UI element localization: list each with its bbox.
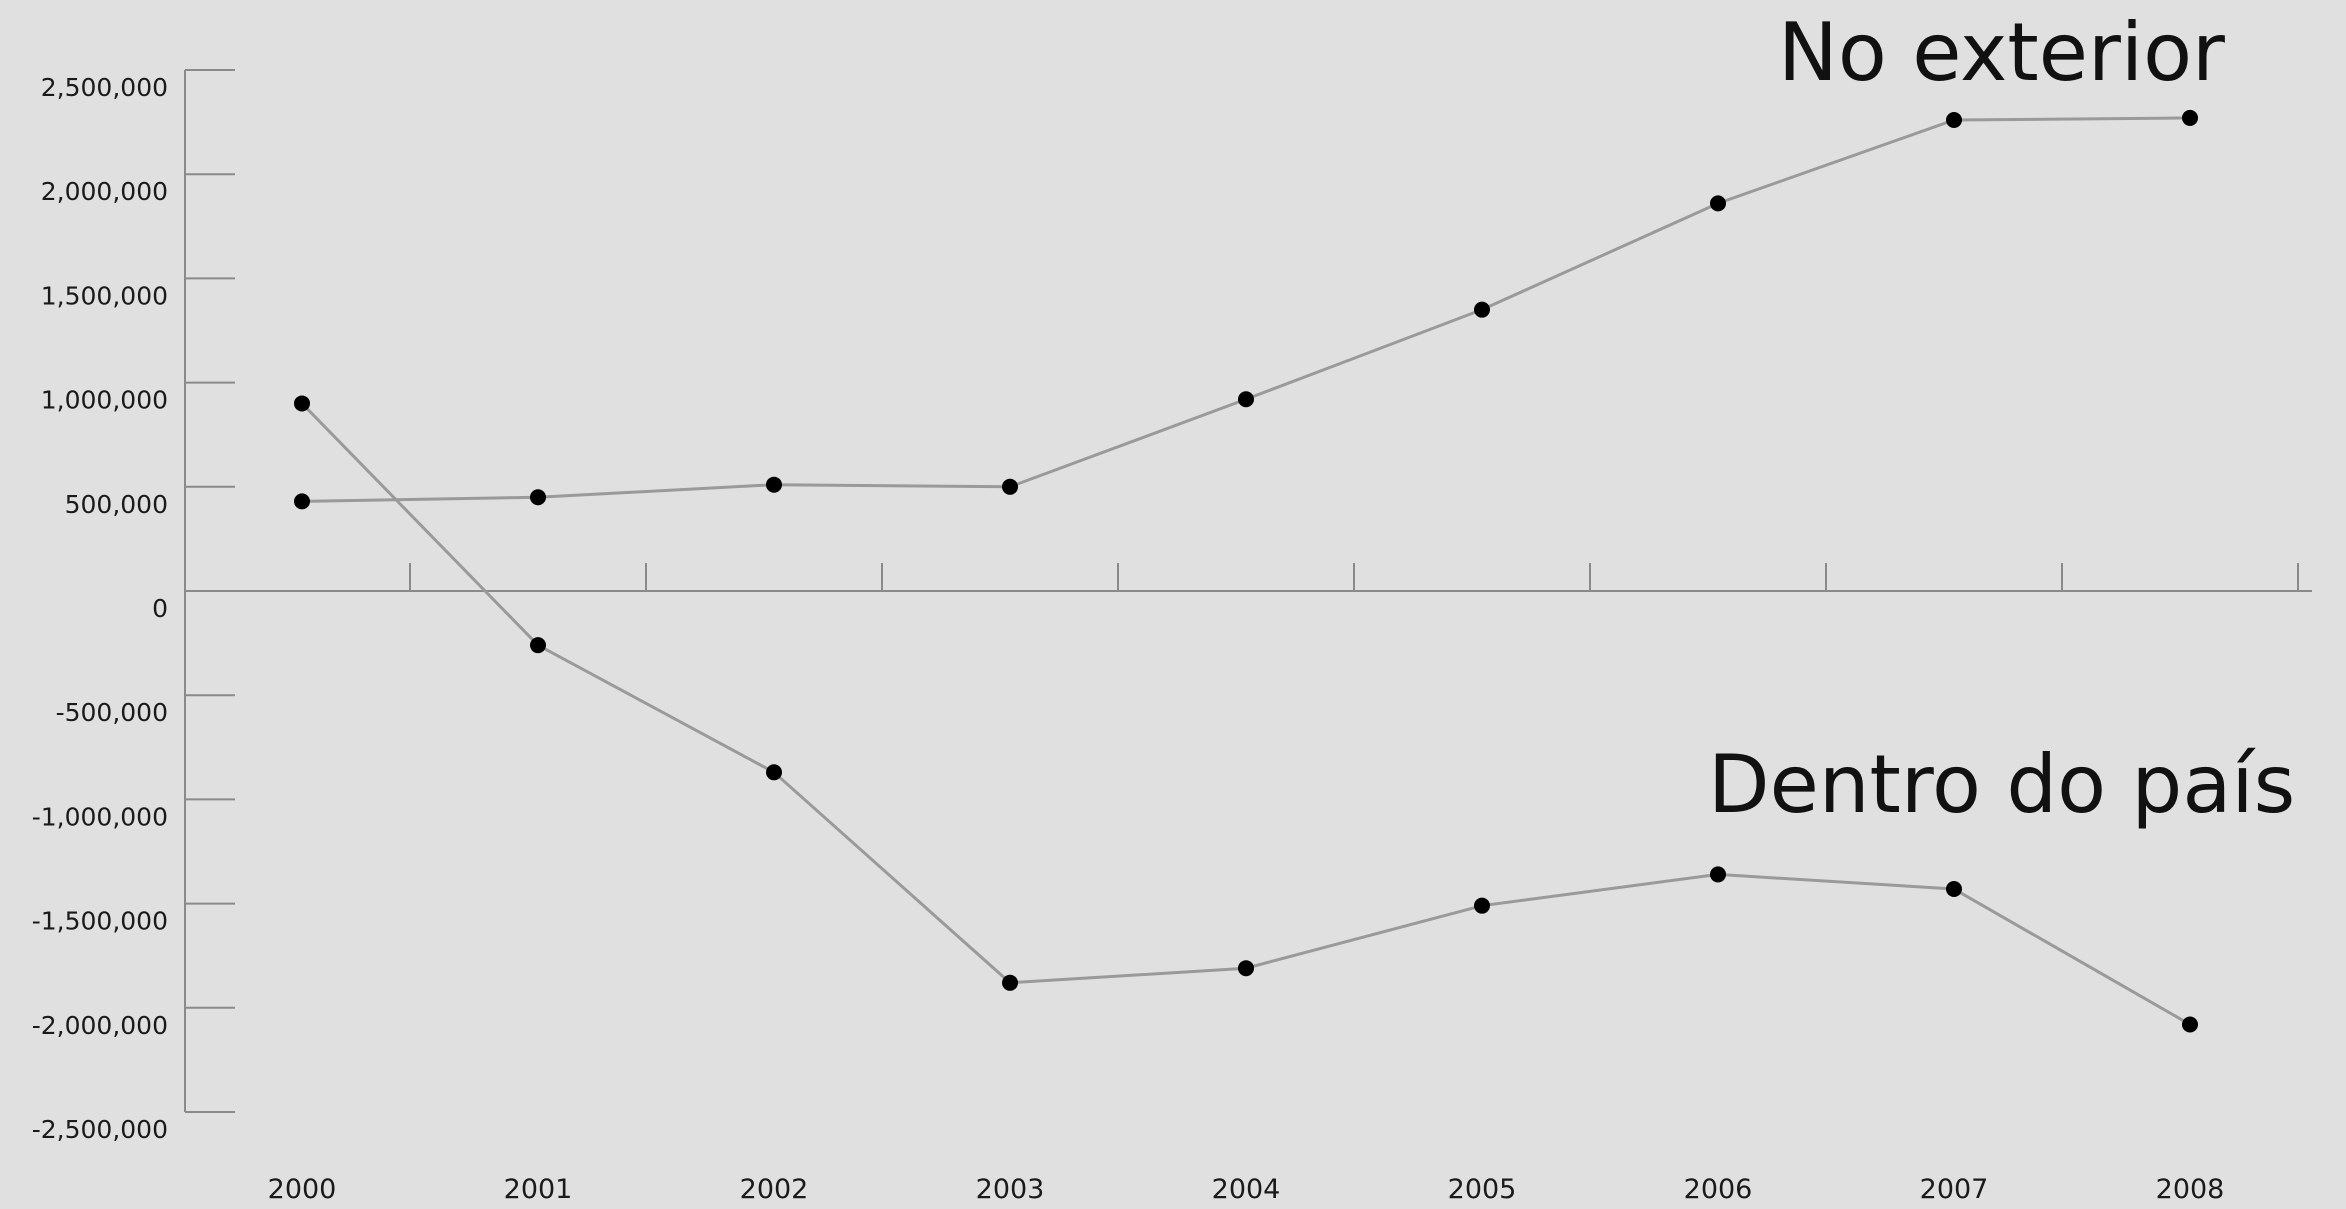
x-tick-label: 2001 (504, 1174, 573, 1205)
x-tick-label: 2003 (976, 1174, 1045, 1205)
y-tick-label: 0 (152, 594, 168, 623)
series-label-dentro-do-pais: Dentro do país (1708, 738, 2295, 831)
data-point-no-exterior (1002, 478, 1018, 495)
data-point-no-exterior (1474, 301, 1490, 318)
data-point-no-exterior (2182, 109, 2198, 126)
y-tick-label: -2,500,000 (32, 1115, 168, 1144)
y-tick-label: -2,000,000 (32, 1011, 168, 1040)
y-tick-label: 2,500,000 (41, 73, 168, 102)
data-point-no-exterior (766, 476, 782, 493)
y-tick-label: -500,000 (56, 698, 168, 727)
series-label-no-exterior: No exterior (1778, 6, 2225, 99)
series-line-dentro-do-pais (300, 402, 2191, 1026)
x-axis-ticks: 2000 2001 2002 2003 2004 2005 2006 2007 2008 (268, 563, 2299, 1205)
data-point-no-exterior (530, 489, 546, 506)
x-tick-label: 2007 (1920, 1174, 1989, 1205)
data-point-dentro-do-pais (530, 637, 546, 654)
data-point-dentro-do-pais (1710, 866, 1726, 883)
series-line-no-exterior (301, 116, 2191, 503)
axes (184, 70, 2312, 1112)
data-point-dentro-do-pais (1002, 974, 1018, 991)
y-tick-label: -1,500,000 (32, 907, 168, 936)
data-point-no-exterior (1238, 391, 1254, 408)
y-tick-label: -1,000,000 (32, 802, 168, 831)
x-tick-label: 2005 (1448, 1174, 1517, 1205)
y-axis-ticks: 2,500,000 2,000,000 1,500,000 1,000,000 500,… (32, 69, 235, 1144)
x-tick-label: 2000 (268, 1174, 337, 1205)
y-tick-label: 1,500,000 (41, 281, 168, 310)
data-point-no-exterior (1946, 112, 1962, 129)
y-tick-label: 1,000,000 (41, 386, 168, 415)
data-point-dentro-do-pais (294, 395, 310, 412)
data-point-dentro-do-pais (766, 764, 782, 781)
x-tick-label: 2006 (1684, 1174, 1753, 1205)
y-tick-label: 500,000 (65, 490, 168, 519)
x-tick-label: 2008 (2156, 1174, 2225, 1205)
series-points (294, 109, 2198, 1033)
data-point-no-exterior (1710, 195, 1726, 212)
data-point-dentro-do-pais (1238, 960, 1254, 977)
data-point-no-exterior (294, 493, 310, 510)
x-tick-label: 2004 (1212, 1174, 1281, 1205)
y-tick-label: 2,000,000 (41, 177, 168, 206)
data-point-dentro-do-pais (2182, 1016, 2198, 1033)
data-point-dentro-do-pais (1946, 881, 1962, 898)
data-point-dentro-do-pais (1474, 897, 1490, 914)
x-tick-label: 2002 (740, 1174, 809, 1205)
series-lines (300, 116, 2191, 1026)
